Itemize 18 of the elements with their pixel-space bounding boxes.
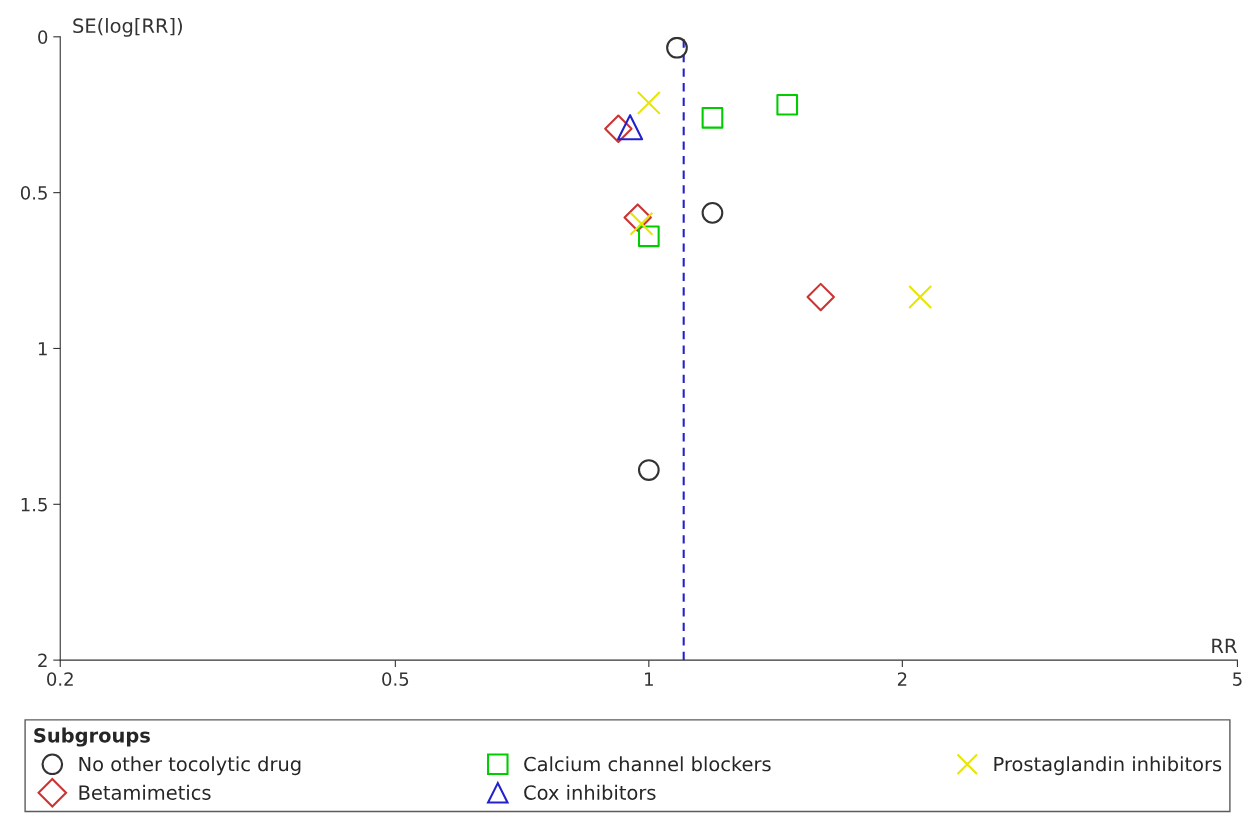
y-tick-label: 0 [38, 30, 48, 44]
x-tick-label: 2 [897, 672, 907, 686]
x-axis-title: RR [1212, 638, 1237, 653]
x-tick-label: 0.2 [47, 672, 73, 686]
x-tick-label: 1 [645, 672, 653, 686]
legend-label: No other tocolytic drug [79, 756, 301, 776]
legend-label: Prostaglandin inhibitors [994, 756, 1222, 776]
y-tick-label: 2 [38, 653, 47, 667]
legend-label: Calcium channel blockers [524, 756, 771, 772]
legend-label: Cox inhibitors [524, 784, 656, 800]
y-axis-title: SE(log[RR]) [73, 17, 182, 37]
legend-title: Subgroups [34, 727, 150, 747]
y-tick-label: 1.5 [21, 497, 47, 512]
x-tick-label: 5 [1233, 672, 1242, 686]
y-tick-label: 0.5 [20, 186, 47, 200]
y-tick-label: 1 [38, 342, 47, 356]
legend-label: Betamimetics [79, 784, 211, 800]
x-tick-label: 0.5 [382, 672, 409, 686]
